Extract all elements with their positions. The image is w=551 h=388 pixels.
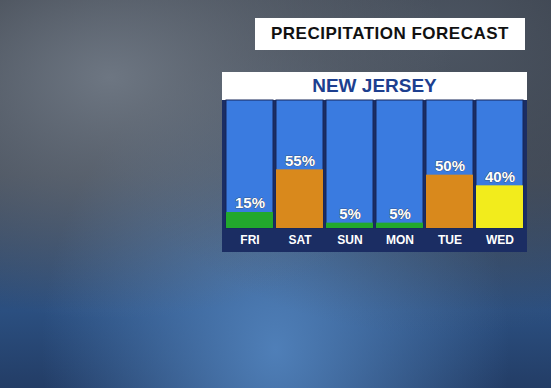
svg-text:FRI: FRI — [240, 233, 259, 247]
svg-text:5%: 5% — [339, 205, 361, 222]
svg-text:SAT: SAT — [288, 233, 312, 247]
html-text:PRECIPITATION FORECAST: PRECIPITATION FORECAST — [271, 24, 509, 43]
svg-text:50%: 50% — [435, 157, 465, 174]
svg-text:TUE: TUE — [438, 233, 462, 247]
svg-text:40%: 40% — [485, 168, 515, 185]
svg-text:MON: MON — [386, 233, 414, 247]
svg-text:SUN: SUN — [337, 233, 362, 247]
html-text:NEW JERSEY: NEW JERSEY — [312, 75, 437, 96]
svg-text:55%: 55% — [285, 152, 315, 169]
svg-text:15%: 15% — [235, 194, 265, 211]
svg-text:WED: WED — [486, 233, 514, 247]
svg-text:5%: 5% — [389, 205, 411, 222]
